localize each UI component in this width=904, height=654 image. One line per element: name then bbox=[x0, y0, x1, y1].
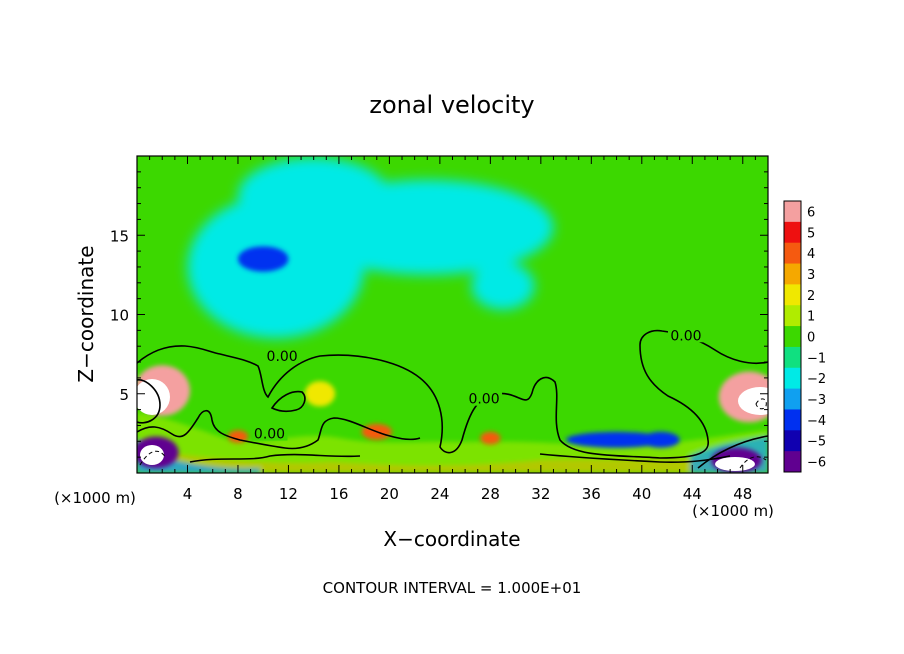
core-white-right-low bbox=[715, 457, 755, 471]
y-axis: 5 10 15 bbox=[110, 171, 768, 458]
x-tick-label: 24 bbox=[430, 485, 449, 503]
y-axis-label: Z−coordinate bbox=[74, 245, 98, 382]
x-tick-label: 36 bbox=[582, 485, 601, 503]
x-tick-label: 48 bbox=[733, 485, 752, 503]
contour-line bbox=[137, 379, 161, 424]
contour-line bbox=[137, 409, 421, 450]
colorbar-swatch bbox=[784, 263, 801, 285]
contour-line-dashed bbox=[139, 450, 167, 466]
contour-line bbox=[270, 390, 306, 413]
core-white-right bbox=[738, 387, 768, 415]
contour-label-bg bbox=[251, 426, 288, 441]
x-unit-left: (×1000 m) bbox=[54, 489, 136, 507]
contour-label: 0.00 bbox=[670, 328, 701, 344]
contour-label-bg bbox=[466, 391, 503, 406]
colorbar-label: −4 bbox=[807, 414, 826, 429]
contour-line-dashed bbox=[739, 456, 767, 469]
colorbar-swatch bbox=[784, 367, 801, 390]
contour-line bbox=[697, 435, 768, 469]
y-tick-label: 5 bbox=[119, 386, 129, 404]
colorbar-swatch bbox=[784, 430, 801, 452]
colorbar-frame bbox=[783, 200, 802, 473]
x-unit-right: (×1000 m) bbox=[692, 502, 774, 520]
colorbar-label: −6 bbox=[807, 456, 826, 471]
colorbar-label: −2 bbox=[807, 372, 826, 387]
contour-label-bg bbox=[264, 348, 301, 363]
plot-area: 0.00 0.00 0.00 0.00 bbox=[137, 156, 768, 473]
colorbar-swatch bbox=[784, 409, 801, 431]
x-tick-label: 16 bbox=[329, 485, 348, 503]
colorbar-swatch bbox=[784, 242, 801, 265]
colorbar-label: 5 bbox=[807, 226, 815, 241]
colorbar-swatch bbox=[784, 388, 801, 410]
colorbar-label: 4 bbox=[807, 247, 815, 262]
colorbar-label: 3 bbox=[807, 268, 815, 283]
contour-label-bg bbox=[667, 328, 704, 343]
x-tick-label: 28 bbox=[481, 485, 500, 503]
field-feature bbox=[237, 246, 289, 272]
core-white-left-low bbox=[140, 445, 164, 465]
colorbar-label: 0 bbox=[807, 331, 815, 346]
contour-line bbox=[137, 329, 768, 459]
chart-title: zonal velocity bbox=[369, 91, 534, 119]
field-feature bbox=[301, 179, 554, 275]
x-tick-label: 32 bbox=[531, 485, 550, 503]
x-tick-label: 12 bbox=[279, 485, 298, 503]
colorbar-swatch bbox=[784, 326, 801, 348]
x-tick-label: 4 bbox=[183, 485, 193, 503]
contour-label: 0.00 bbox=[254, 427, 285, 443]
negative-contours bbox=[139, 398, 767, 469]
colorbar-label: −5 bbox=[807, 435, 826, 450]
field-feature bbox=[480, 431, 501, 445]
contour-labels: 0.00 0.00 0.00 0.00 bbox=[251, 328, 704, 443]
x-axis-label: X−coordinate bbox=[383, 527, 520, 551]
y-tick-label: 10 bbox=[110, 307, 129, 325]
colorbar-label: 2 bbox=[807, 289, 815, 304]
x-axis: 4 8 12 16 20 24 28 32 36 40 44 48 bbox=[149, 156, 756, 503]
field-feature bbox=[227, 430, 249, 443]
colorbar-label: 1 bbox=[807, 310, 815, 325]
colorbar-label: −3 bbox=[807, 393, 826, 408]
colorbar-swatch bbox=[784, 305, 801, 327]
field-feature bbox=[641, 431, 680, 448]
colorbar-swatch bbox=[784, 346, 801, 369]
contour-line-dashed bbox=[755, 398, 767, 410]
colorbar-label: 6 bbox=[807, 205, 815, 220]
colorbar-swatch bbox=[784, 201, 801, 223]
colorbar-swatch bbox=[784, 221, 801, 244]
core-white-left bbox=[137, 379, 170, 415]
contour-line bbox=[189, 453, 361, 463]
zero-contours bbox=[137, 329, 768, 469]
surface-band bbox=[137, 412, 768, 473]
x-tick-label: 44 bbox=[683, 485, 702, 503]
x-tick-label: 8 bbox=[233, 485, 243, 503]
contour-label: 0.00 bbox=[267, 349, 298, 365]
field-features bbox=[187, 157, 554, 339]
colorbar-swatch bbox=[784, 284, 801, 306]
colorbar-swatch bbox=[784, 451, 801, 473]
colorbar: 6 5 4 3 2 1 0 −1 −2 −3 −4 −5 −6 bbox=[783, 200, 826, 473]
x-tick-label: 40 bbox=[632, 485, 651, 503]
field-feature bbox=[304, 381, 336, 407]
field-feature bbox=[566, 431, 668, 448]
contour-interval-footer: CONTOUR INTERVAL = 1.000E+01 bbox=[323, 579, 582, 597]
contour-label: 0.00 bbox=[468, 392, 499, 408]
surface-warm-band bbox=[137, 450, 768, 473]
y-tick-label: 15 bbox=[110, 227, 129, 245]
x-tick-label: 20 bbox=[380, 485, 399, 503]
field-feature bbox=[471, 262, 535, 310]
colorbar-label: −1 bbox=[807, 351, 826, 366]
